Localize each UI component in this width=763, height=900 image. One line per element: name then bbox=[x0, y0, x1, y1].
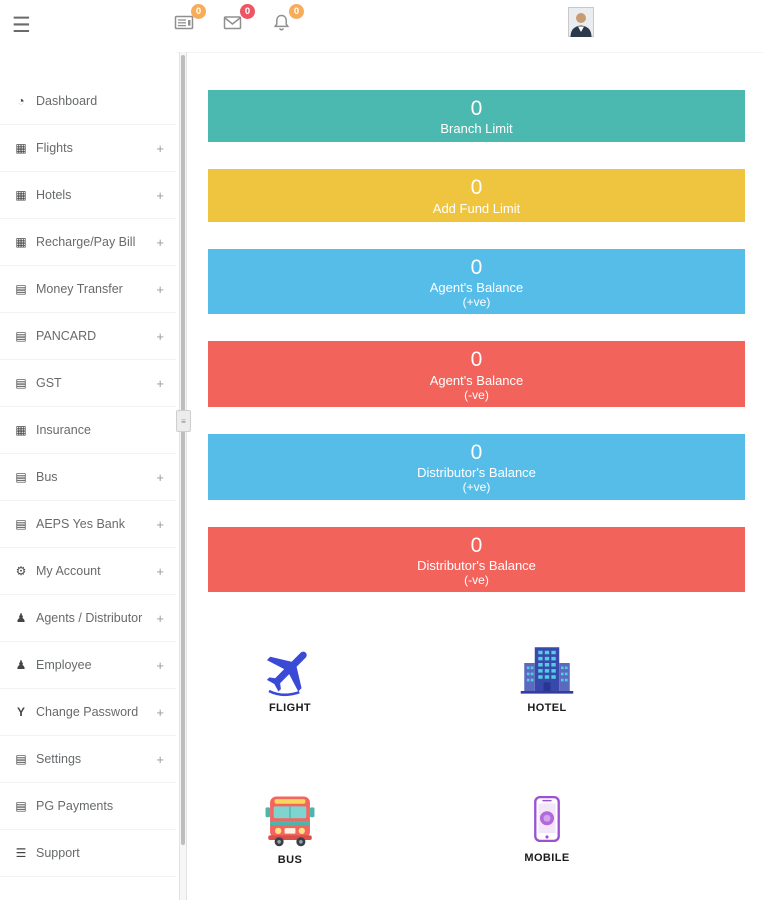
sidebar-item-gst[interactable]: ▤ GST + bbox=[0, 360, 176, 407]
service-tile-hotel[interactable]: HOTEL bbox=[494, 642, 600, 714]
expand-icon: + bbox=[156, 281, 164, 297]
book-icon: ▤ bbox=[15, 799, 27, 813]
sidebar-item-hotels[interactable]: ▦ Hotels + bbox=[0, 172, 176, 219]
sidebar-item-employee[interactable]: ♟ Employee + bbox=[0, 642, 176, 689]
expand-icon: + bbox=[156, 563, 164, 579]
envelope-icon bbox=[223, 13, 245, 32]
stat-label: Agent's Balance bbox=[429, 279, 524, 295]
expand-icon: + bbox=[156, 516, 164, 532]
sidebar-item-dashboard[interactable]: ◔ Dashboard bbox=[0, 78, 176, 125]
alerts-badge: 0 bbox=[289, 4, 304, 19]
services-grid: FLIGHT bbox=[208, 642, 745, 900]
stat-distributors-balance-negative: 0 Distributor's Balance (-ve) bbox=[208, 526, 745, 593]
stat-add-fund-limit: 0 Add Fund Limit bbox=[208, 169, 745, 222]
stat-value: 0 bbox=[470, 533, 483, 557]
messages-button[interactable]: 0 bbox=[174, 4, 206, 33]
stat-label: Agent's Balance bbox=[429, 372, 524, 388]
stat-value: 0 bbox=[470, 97, 483, 120]
avatar[interactable] bbox=[568, 7, 594, 37]
menu-toggle-button[interactable]: ☰ bbox=[12, 14, 31, 37]
main-content: 0 Branch Limit 0 Add Fund Limit 0 Agent'… bbox=[208, 52, 745, 900]
book-icon: ▤ bbox=[15, 517, 27, 531]
expand-icon: + bbox=[156, 657, 164, 673]
sidebar-item-my-account[interactable]: ⚙ My Account + bbox=[0, 548, 176, 595]
sidebar-item-recharge-pay-bill[interactable]: ▦ Recharge/Pay Bill + bbox=[0, 219, 176, 266]
stat-distributors-balance-positive: 0 Distributor's Balance (+ve) bbox=[208, 433, 745, 500]
stat-sublabel: (-ve) bbox=[464, 387, 489, 402]
dashboard-icon: ◔ bbox=[17, 94, 25, 108]
book-icon: ▤ bbox=[15, 329, 27, 343]
newspaper-icon bbox=[174, 13, 196, 32]
messages-badge: 0 bbox=[191, 4, 206, 19]
filter-icon: Y bbox=[16, 705, 25, 719]
service-tile-bus[interactable]: BUS bbox=[237, 790, 343, 866]
stat-sublabel: (-ve) bbox=[464, 572, 489, 587]
flight-icon bbox=[237, 642, 343, 698]
stat-value: 0 bbox=[470, 440, 483, 464]
grid-icon: ▦ bbox=[15, 141, 27, 155]
gears-icon: ⚙ bbox=[15, 564, 27, 578]
topbar-notifications: 0 0 0 bbox=[174, 4, 304, 33]
sidebar-item-support[interactable]: ☰ Support bbox=[0, 830, 176, 877]
stat-label: Branch Limit bbox=[440, 121, 513, 137]
book-icon: ▤ bbox=[15, 470, 27, 484]
stat-value: 0 bbox=[470, 255, 483, 279]
list-icon: ☰ bbox=[15, 846, 27, 860]
sidebar-item-pg-payments[interactable]: ▤ PG Payments bbox=[0, 783, 176, 830]
bell-icon bbox=[272, 13, 294, 32]
grid-icon: ▦ bbox=[15, 235, 27, 249]
mobile-icon bbox=[494, 790, 600, 848]
stat-branch-limit: 0 Branch Limit bbox=[208, 90, 745, 143]
sidebar-item-insurance[interactable]: ▦ Insurance bbox=[0, 407, 176, 454]
stat-sublabel: (+ve) bbox=[462, 480, 491, 495]
expand-icon: + bbox=[156, 610, 164, 626]
expand-icon: + bbox=[156, 140, 164, 156]
mail-badge: 0 bbox=[240, 4, 255, 19]
book-icon: ▤ bbox=[15, 752, 27, 766]
sidebar-item-flights[interactable]: ▦ Flights + bbox=[0, 125, 176, 172]
expand-icon: + bbox=[156, 469, 164, 485]
stat-sublabel: (+ve) bbox=[462, 295, 491, 310]
user-icon: ♟ bbox=[15, 658, 27, 672]
sidebar-item-money-transfer[interactable]: ▤ Money Transfer + bbox=[0, 266, 176, 313]
expand-icon: + bbox=[156, 187, 164, 203]
sidebar-item-agents-distributor[interactable]: ♟ Agents / Distributor + bbox=[0, 595, 176, 642]
sidebar-item-bus[interactable]: ▤ Bus + bbox=[0, 454, 176, 501]
topbar: ☰ 0 0 bbox=[0, 0, 763, 53]
sidebar-item-settings[interactable]: ▤ Settings + bbox=[0, 736, 176, 783]
stat-agents-balance-negative: 0 Agent's Balance (-ve) bbox=[208, 341, 745, 407]
service-tile-mobile[interactable]: MOBILE bbox=[494, 790, 600, 864]
stat-label: Distributor's Balance bbox=[417, 557, 536, 573]
user-icon: ♟ bbox=[15, 611, 27, 625]
grid-icon: ▦ bbox=[15, 188, 27, 202]
sidebar: ◔ Dashboard ▦ Flights + ▦ Hotels + ▦ Rec… bbox=[0, 52, 176, 900]
sidebar-item-change-password[interactable]: Y Change Password + bbox=[0, 689, 176, 736]
book-icon: ▤ bbox=[15, 282, 27, 296]
stat-label: Add Fund Limit bbox=[432, 200, 521, 216]
book-icon: ▤ bbox=[15, 376, 27, 390]
grid-icon: ▦ bbox=[15, 423, 27, 437]
stat-label: Distributor's Balance bbox=[417, 465, 536, 481]
bus-icon bbox=[237, 790, 343, 850]
sidebar-scrollbar[interactable]: ≡ bbox=[176, 52, 191, 900]
scrollbar-thumb[interactable] bbox=[181, 55, 185, 845]
expand-icon: + bbox=[156, 328, 164, 344]
hotel-icon bbox=[494, 642, 600, 698]
sidebar-item-pancard[interactable]: ▤ PANCARD + bbox=[0, 313, 176, 360]
sidebar-item-aeps-yes-bank[interactable]: ▤ AEPS Yes Bank + bbox=[0, 501, 176, 548]
expand-icon: + bbox=[156, 234, 164, 250]
stat-agents-balance-positive: 0 Agent's Balance (+ve) bbox=[208, 248, 745, 315]
mail-button[interactable]: 0 bbox=[223, 4, 255, 33]
expand-icon: + bbox=[156, 704, 164, 720]
splitter-grip[interactable]: ≡ bbox=[176, 410, 191, 432]
expand-icon: + bbox=[156, 375, 164, 391]
service-tile-flight[interactable]: FLIGHT bbox=[237, 642, 343, 714]
expand-icon: + bbox=[156, 751, 164, 767]
stat-value: 0 bbox=[470, 348, 483, 372]
stat-value: 0 bbox=[470, 176, 483, 200]
alerts-button[interactable]: 0 bbox=[272, 4, 304, 33]
